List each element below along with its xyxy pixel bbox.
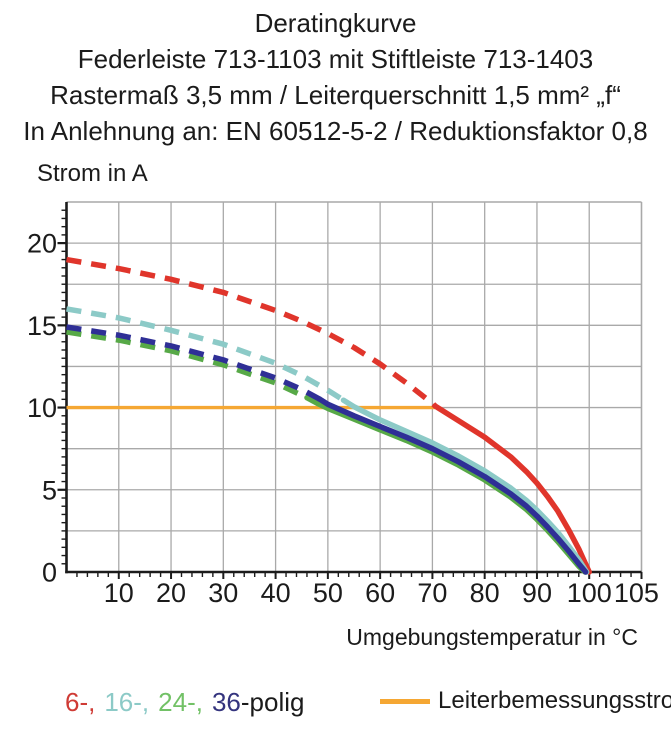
series-solid-24-polig: [304, 394, 588, 575]
x-tick-label: 105: [614, 578, 659, 608]
series-dashed-6-polig: [66, 256, 437, 408]
legend-pole-counts: 6-, 16-, 24-, 36 -polig: [65, 687, 304, 718]
y-axis-title: Strom in A: [37, 160, 148, 187]
x-tick-label: 80: [470, 578, 500, 608]
x-tick-label: 30: [208, 578, 238, 608]
legend-item-24-polig: 24-,: [158, 687, 203, 717]
y-tick-label: 0: [42, 558, 57, 588]
chart-subtitle-spec: Rastermaß 3,5 mm / Leiterquerschnitt 1,5…: [50, 80, 621, 110]
reference-line-swatch: [380, 698, 430, 704]
series-solid-16-polig: [340, 397, 590, 575]
series-solid-6-polig: [432, 403, 592, 575]
series-solid-36-polig: [317, 396, 589, 575]
y-tick-label: 5: [42, 475, 57, 505]
series-dashed-24-polig: [66, 329, 309, 401]
x-tick-label: 40: [261, 578, 291, 608]
chart-subtitle-standard: In Anlehnung an: EN 60512-5-2 / Reduktio…: [23, 116, 648, 146]
chart-header: Deratingkurve Federleiste 713-1103 mit S…: [0, 5, 671, 149]
x-tick-label: 70: [417, 578, 447, 608]
legend-item-36-polig: 36: [211, 687, 241, 717]
x-axis-title: Umgebungstemperatur in °C: [346, 624, 638, 650]
y-tick-label: 20: [27, 229, 57, 259]
x-tick-label: 10: [104, 578, 134, 608]
legend-pole-suffix: -polig: [240, 687, 305, 717]
chart-title: Deratingkurve: [254, 8, 417, 38]
x-tick-label: 50: [313, 578, 343, 608]
legend-reference-line: Leiterbemessungsstrom: [380, 687, 671, 715]
x-tick-label: 20: [156, 578, 186, 608]
reference-line-label: Leiterbemessungsstrom: [438, 687, 671, 714]
y-tick-label: 15: [27, 311, 57, 341]
x-tick-label: 60: [365, 578, 395, 608]
legend-item-6-polig: 6-,: [65, 687, 96, 717]
chart-subtitle-product: Federleiste 713-1103 mit Stiftleiste 713…: [77, 44, 594, 74]
legend-item-16-polig: 16-,: [104, 687, 150, 717]
series-dashed-36-polig: [66, 324, 322, 402]
series-dashed-16-polig: [66, 306, 345, 403]
x-tick-label: 90: [522, 578, 552, 608]
x-tick-label: 100: [567, 578, 612, 608]
y-tick-label: 10: [27, 393, 57, 423]
